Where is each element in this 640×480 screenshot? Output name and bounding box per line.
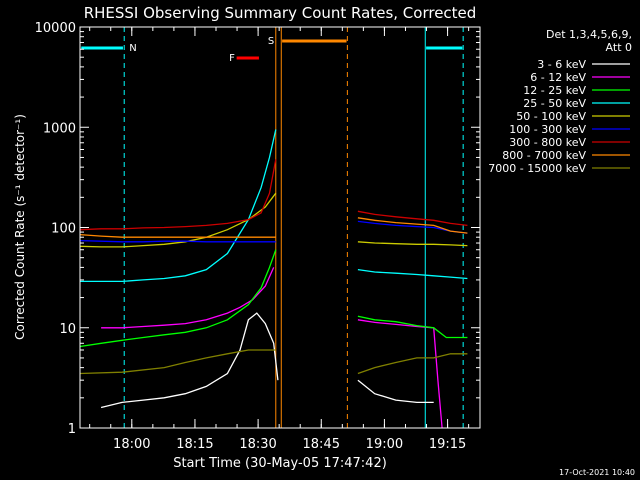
series-line-5-segment-0 (79, 239, 276, 243)
legend-label: 25 - 50 keV (523, 97, 586, 110)
x-tick-label: 18:15 (176, 437, 213, 452)
y-axis-label: Corrected Count Rate (s⁻¹ detector⁻¹) (13, 114, 27, 340)
x-tick-label: 18:30 (239, 437, 276, 452)
legend-label: 300 - 800 keV (509, 136, 586, 149)
series-line-3-segment-0 (80, 129, 277, 283)
series-line-3-segment-1 (357, 268, 468, 280)
chart-title: RHESSI Observing Summary Count Rates, Co… (84, 4, 477, 22)
series-line-2-segment-1 (357, 315, 468, 339)
annotation-label-s: S (268, 36, 274, 47)
legend-label: 100 - 300 keV (509, 123, 586, 136)
legend-label: 50 - 100 keV (516, 110, 586, 123)
x-tick-label: 18:45 (303, 437, 340, 452)
series-line-7-segment-1 (357, 217, 468, 234)
legend-label: 800 - 7000 keV (502, 149, 586, 162)
series-line-0-segment-0 (100, 312, 279, 409)
x-tick-label: 19:00 (366, 437, 403, 452)
legend-label: 3 - 6 keV (537, 58, 586, 71)
legend-header-line-1: Det 1,3,4,5,6,9, (546, 28, 632, 41)
y-tick-label: 10000 (35, 21, 76, 36)
y-tick-label: 1000 (43, 121, 76, 136)
y-tick-label: 1 (68, 422, 76, 437)
y-tick-label: 100 (51, 222, 76, 237)
series-line-1-segment-1 (357, 319, 443, 429)
series-line-8-segment-0 (79, 349, 276, 375)
series-line-6-segment-0 (79, 159, 277, 231)
legend-header-line-2: Att 0 (606, 41, 632, 54)
x-tick-label: 18:00 (113, 437, 150, 452)
series-line-6-segment-1 (357, 210, 468, 227)
x-tick-label: 19:15 (429, 437, 466, 452)
series-line-1-segment-0 (101, 267, 275, 329)
series-line-7-segment-0 (79, 233, 276, 238)
legend-label: 6 - 12 keV (530, 71, 586, 84)
footer-timestamp: 17-Oct-2021 10:40 (559, 468, 635, 477)
legend-label: 12 - 25 keV (523, 84, 586, 97)
x-axis-label: Start Time (30-May-05 17:47:42) (173, 456, 387, 471)
series-line-0-segment-1 (357, 379, 434, 404)
series-line-2-segment-0 (79, 249, 277, 348)
series-line-4-segment-1 (357, 241, 468, 247)
annotation-label-f: F (229, 53, 235, 64)
y-tick-label: 10 (59, 322, 76, 337)
series-line-8-segment-1 (357, 353, 468, 375)
annotation-label-n: N (129, 43, 136, 54)
legend-label: 7000 - 15000 keV (488, 162, 586, 175)
